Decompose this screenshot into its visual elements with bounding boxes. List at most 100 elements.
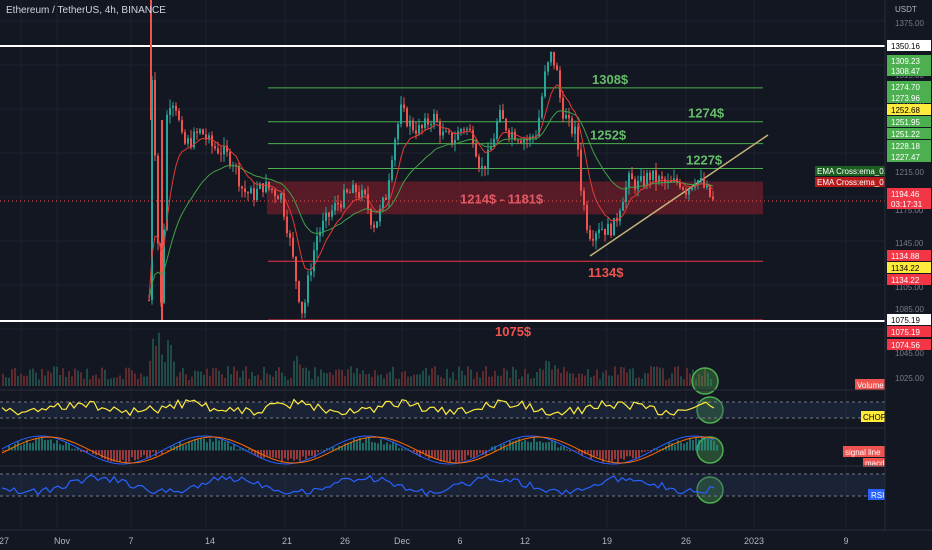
macd-histogram-bar <box>359 437 361 451</box>
macd-histogram-bar <box>329 449 331 451</box>
macd-histogram-bar <box>461 450 463 462</box>
candle-body <box>310 271 312 276</box>
volume-bar <box>662 368 664 386</box>
volume-bar <box>272 376 274 386</box>
x-tick-label: 21 <box>282 536 292 546</box>
legend-label: EMA Cross:ema_02 <box>817 167 889 176</box>
macd-histogram-bar <box>98 450 100 455</box>
volume-bar <box>569 373 571 386</box>
volume-bar <box>413 374 415 386</box>
volume-bar <box>500 375 502 386</box>
macd-histogram-bar <box>479 450 481 454</box>
macd-histogram-bar <box>62 445 64 451</box>
level-label: 1252$ <box>590 128 627 143</box>
price-tag <box>887 326 931 337</box>
candle-body <box>175 105 177 111</box>
candle-body <box>658 176 660 182</box>
price-tag <box>887 92 931 103</box>
candle-body <box>181 120 183 133</box>
volume-bar <box>497 375 499 386</box>
macd-histogram-bar <box>449 450 451 462</box>
volume-bar <box>521 376 523 386</box>
candle-body <box>442 131 444 136</box>
candle-body <box>301 301 303 314</box>
level-label: 1308$ <box>592 72 629 87</box>
volume-bar <box>44 375 46 386</box>
volume-bar <box>125 367 127 386</box>
macd-histogram-bar <box>215 438 217 451</box>
volume-bar <box>590 377 592 386</box>
candle-body <box>547 62 549 72</box>
macd-histogram-bar <box>710 439 712 451</box>
candle-body <box>400 104 402 124</box>
macd-histogram-bar <box>647 450 649 451</box>
volume-bar <box>437 375 439 386</box>
x-tick-label: 19 <box>602 536 612 546</box>
candle-body <box>439 121 441 136</box>
candle-body <box>691 187 693 190</box>
macd-histogram-bar <box>53 443 55 451</box>
macd-histogram-bar <box>506 446 508 451</box>
macd-histogram-bar <box>290 450 292 459</box>
macd-histogram-bar <box>410 450 412 451</box>
macd-histogram-bar <box>425 450 427 457</box>
macd-histogram-bar <box>587 450 589 454</box>
volume-bar <box>11 369 13 386</box>
candle-body <box>496 121 498 139</box>
macd-histogram-bar <box>353 438 355 451</box>
price-tag <box>887 314 931 325</box>
price-tag <box>887 55 931 66</box>
macd-histogram-bar <box>239 448 241 451</box>
volume-bar <box>659 367 661 386</box>
macd-histogram-bar <box>212 441 214 451</box>
macd-histogram-bar <box>632 450 634 459</box>
volume-bar <box>554 365 556 386</box>
volume-bar <box>383 378 385 386</box>
volume-bar <box>101 367 103 386</box>
macd-histogram-bar <box>248 448 250 451</box>
macd-histogram-bar <box>74 448 76 451</box>
volume-bar <box>266 373 268 386</box>
volume-bar <box>137 378 139 386</box>
price-tag-label: 1251.22 <box>891 130 920 139</box>
volume-bar <box>581 373 583 386</box>
volume-bar <box>575 377 577 386</box>
macd-histogram-bar <box>269 450 271 458</box>
volume-bar <box>425 367 427 386</box>
macd-histogram-bar <box>251 450 253 453</box>
volume-bar <box>617 374 619 386</box>
candle-body <box>697 180 699 184</box>
candle-body <box>457 131 459 141</box>
signal-label: signal line <box>845 448 881 457</box>
candle-body <box>223 145 225 155</box>
volume-bar <box>578 373 580 386</box>
macd-histogram-bar <box>8 445 10 451</box>
macd-histogram-bar <box>35 438 37 451</box>
candle-body <box>544 71 546 97</box>
macd-histogram-bar <box>344 443 346 451</box>
volume-bar <box>311 379 313 386</box>
candle-body <box>187 138 189 144</box>
candle-body <box>532 136 534 138</box>
level-label: 1134$ <box>588 265 624 280</box>
candle-body <box>505 118 507 131</box>
volume-bar <box>566 371 568 386</box>
volume-bar <box>632 368 634 386</box>
volume-bar <box>155 345 157 386</box>
macd-histogram-bar <box>431 450 433 458</box>
candle-body <box>226 145 228 152</box>
volume-bar <box>56 366 58 386</box>
volume-bar <box>2 373 4 386</box>
candle-body <box>466 128 468 130</box>
macd-histogram-bar <box>173 445 175 451</box>
macd-histogram-bar <box>332 447 334 451</box>
macd-histogram-bar <box>716 444 718 451</box>
macd-histogram-bar <box>641 450 643 453</box>
volume-bar <box>89 379 91 386</box>
macd-histogram-bar <box>470 450 472 458</box>
volume-bar <box>416 374 418 386</box>
volume-bar <box>434 366 436 386</box>
price-tag-label: 1134.22 <box>891 276 920 285</box>
volume-bar <box>683 379 685 386</box>
